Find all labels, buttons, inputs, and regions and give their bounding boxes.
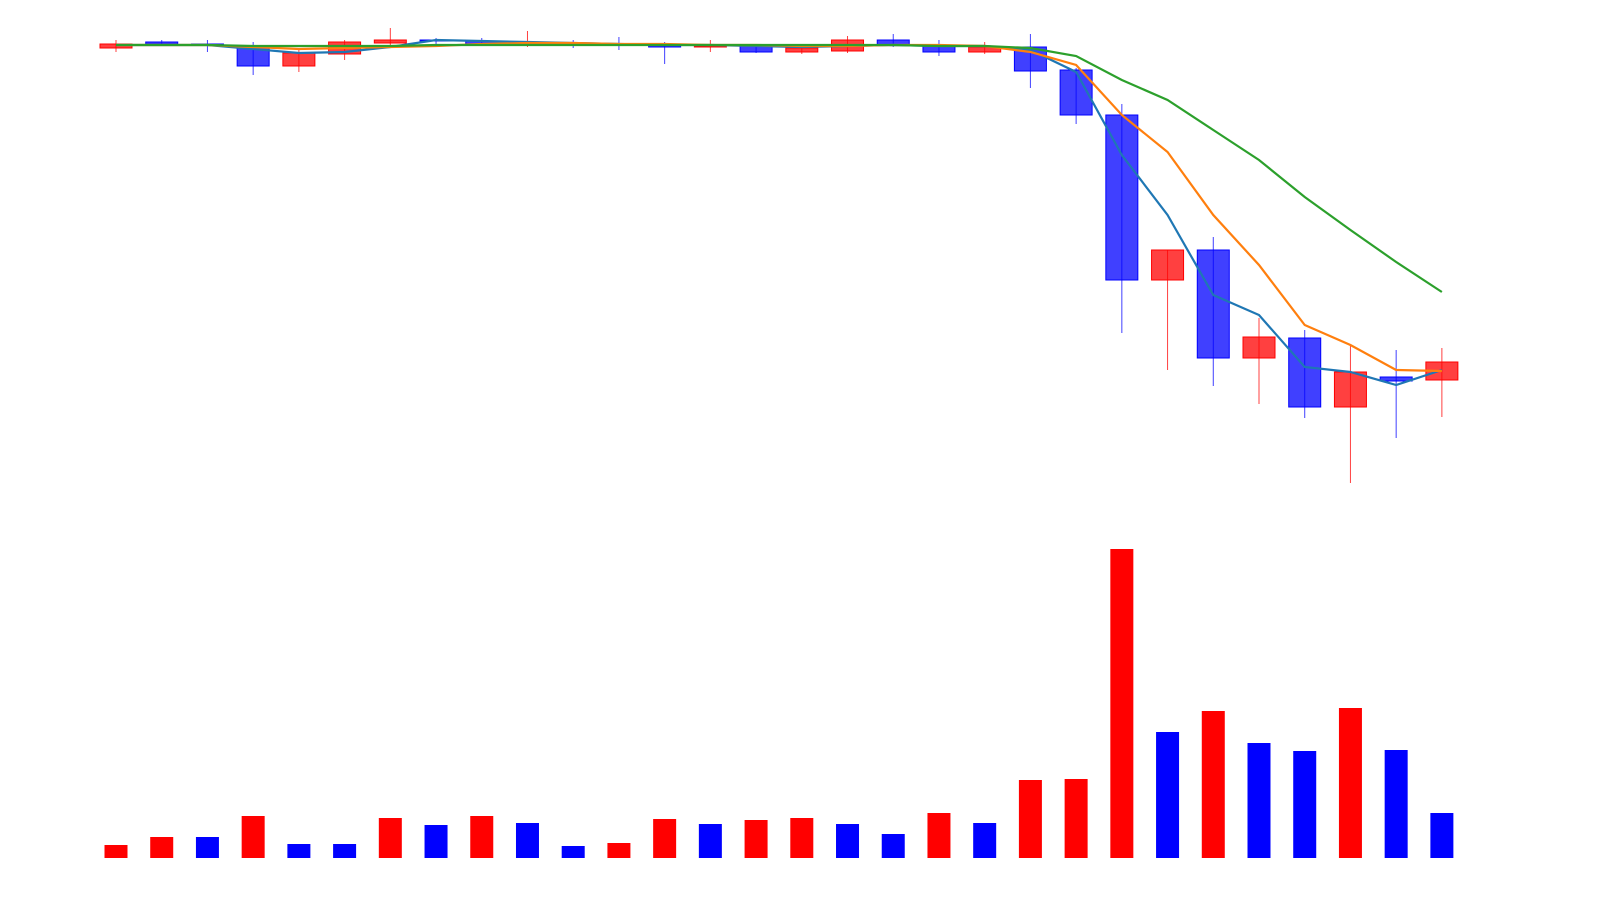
candle-body xyxy=(1242,336,1276,359)
moving-average-line xyxy=(116,43,1443,293)
volume-bar xyxy=(424,825,448,858)
volume-bar xyxy=(1384,750,1408,858)
candle-body xyxy=(1288,337,1322,408)
candle-body xyxy=(1196,249,1230,359)
volume-bar xyxy=(195,837,219,858)
volume-bar xyxy=(378,818,402,858)
candle-body xyxy=(1151,249,1185,281)
volume-bar xyxy=(241,816,265,858)
candle-body xyxy=(1105,114,1139,281)
candle-body xyxy=(1333,371,1367,408)
moving-average-line xyxy=(116,38,1443,387)
volume-bar xyxy=(836,824,860,858)
volume-bar xyxy=(1064,779,1088,858)
volume-bar xyxy=(1018,780,1042,858)
volume-bar xyxy=(607,843,631,858)
volume-bar xyxy=(1247,743,1271,858)
volume-bar xyxy=(104,845,128,858)
volume-bar xyxy=(470,816,494,858)
candle-body xyxy=(282,52,316,67)
volume-bar xyxy=(561,846,585,858)
candle-body xyxy=(785,47,819,53)
volume-bar xyxy=(653,819,677,858)
volume-bar xyxy=(1293,751,1317,858)
volume-bar xyxy=(881,834,905,858)
moving-average-line xyxy=(116,41,1442,373)
volume-bar xyxy=(1338,708,1362,858)
volume-bar xyxy=(287,844,311,858)
volume-bar xyxy=(1156,732,1180,858)
volume-bar xyxy=(927,813,951,858)
volume-bar xyxy=(1110,549,1134,858)
volume-bar xyxy=(973,823,997,858)
volume-bar xyxy=(1430,813,1454,858)
volume-bar xyxy=(333,844,357,858)
volume-bar xyxy=(515,823,539,858)
volume-bar xyxy=(150,837,174,858)
volume-bar xyxy=(1201,711,1225,858)
candle-body xyxy=(373,39,407,44)
volume-bar xyxy=(790,818,814,858)
candle-body xyxy=(145,41,179,45)
volume-bar xyxy=(698,824,722,858)
volume-bar xyxy=(744,820,768,858)
